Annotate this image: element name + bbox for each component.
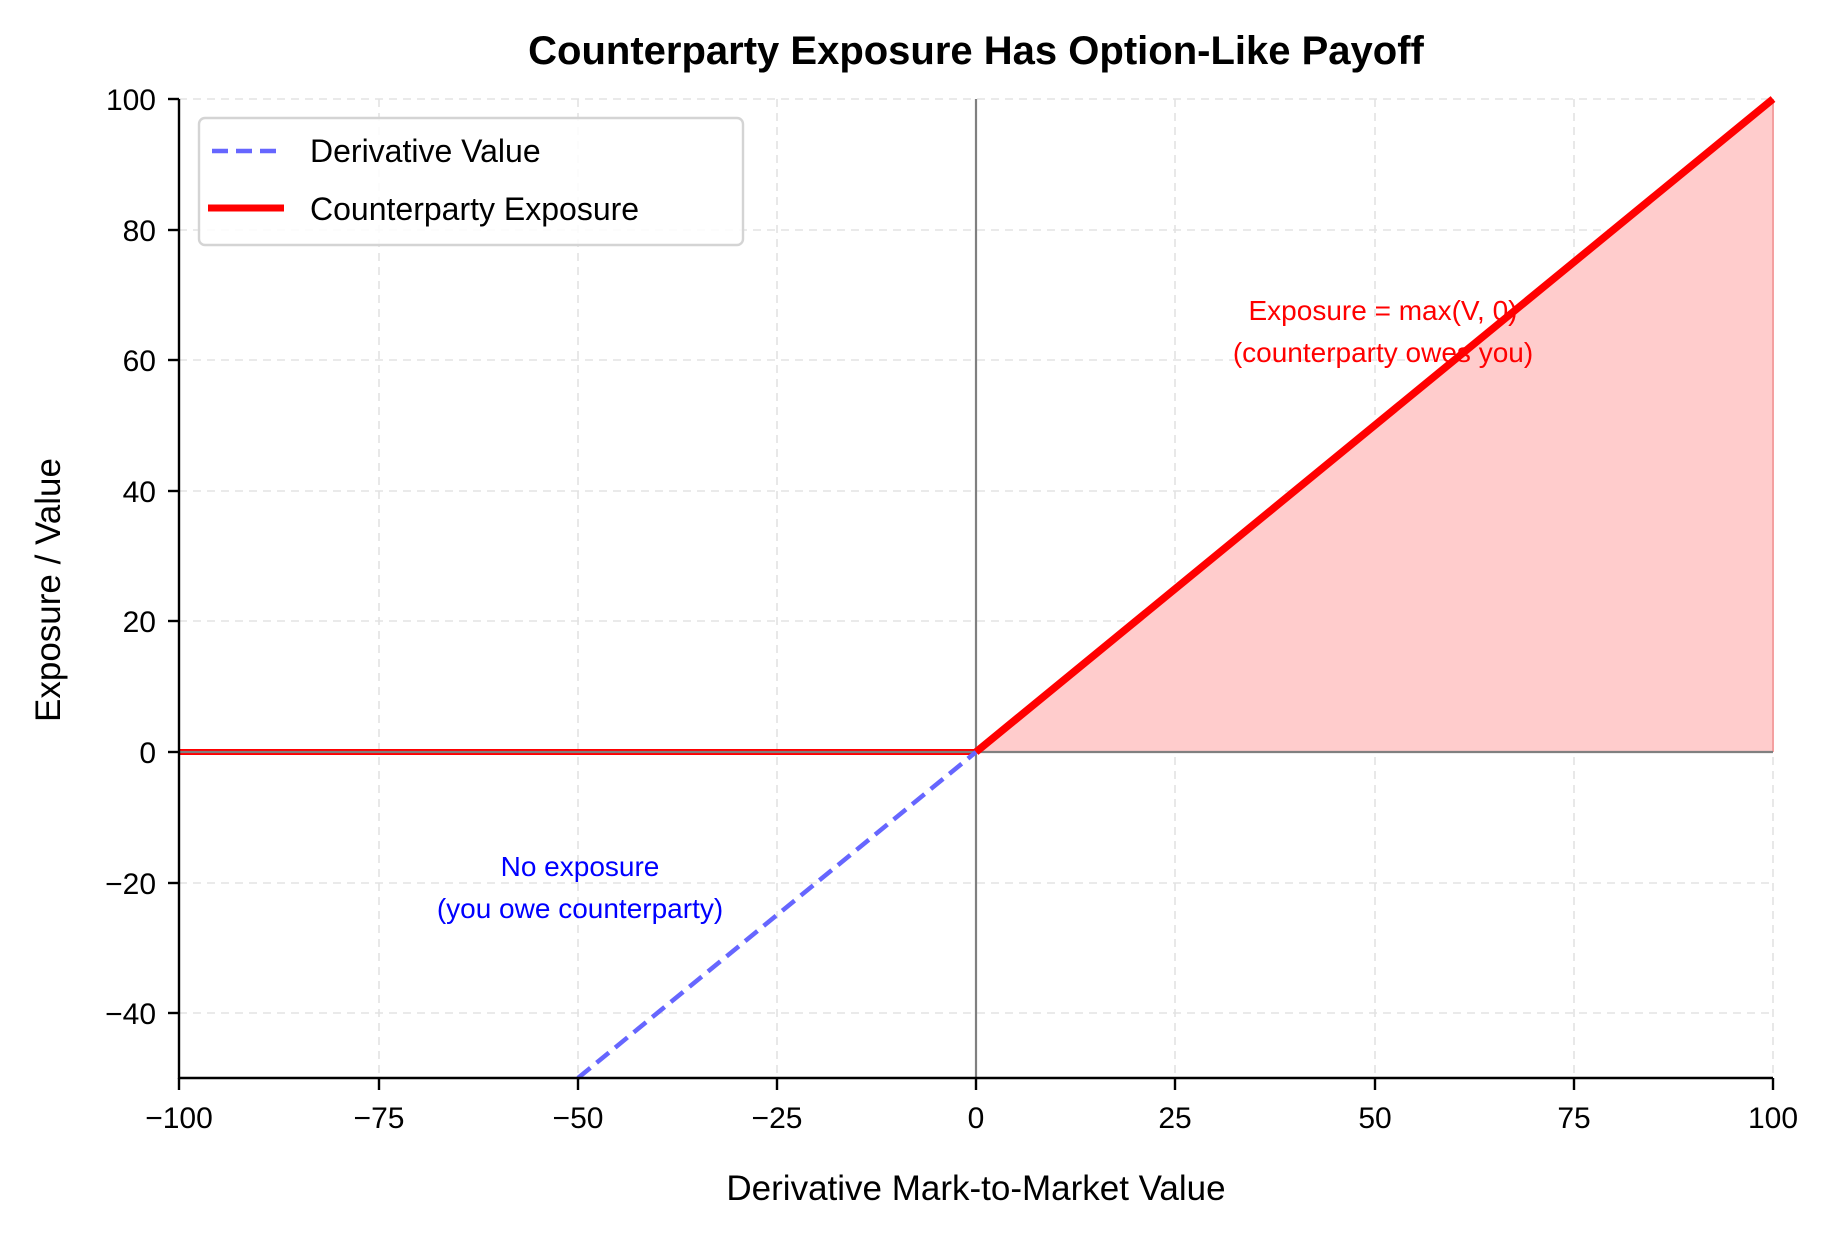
y-tick-label: 20 <box>123 606 156 639</box>
x-tick-label: 0 <box>968 1102 985 1135</box>
y-tick-label: 60 <box>123 345 156 378</box>
y-axis-label: Exposure / Value <box>29 458 68 722</box>
chart-title: Counterparty Exposure Has Option-Like Pa… <box>528 29 1424 73</box>
x-tick-label: 25 <box>1158 1102 1191 1135</box>
x-tick-label: −50 <box>553 1102 604 1135</box>
annotation-exposure: Exposure = max(V, 0) (counterparty owes … <box>1233 295 1533 368</box>
x-tick-label: 100 <box>1748 1102 1798 1135</box>
y-tick-label: 40 <box>123 476 156 509</box>
annotation-exposure-line1: Exposure = max(V, 0) <box>1249 295 1518 326</box>
x-axis-label: Derivative Mark-to-Market Value <box>726 1169 1225 1208</box>
x-tick-label: −75 <box>354 1102 405 1135</box>
y-tick-label: 80 <box>123 215 156 248</box>
y-tick-labels: −40 −20 0 20 40 60 80 100 <box>105 84 156 1031</box>
y-tick-label: 100 <box>106 84 156 117</box>
x-tick-label: −25 <box>752 1102 803 1135</box>
x-tick-label: 75 <box>1557 1102 1590 1135</box>
y-tick-label: 0 <box>139 737 156 770</box>
legend-label-derivative-value: Derivative Value <box>310 133 541 169</box>
derivative-value-line <box>576 750 978 1080</box>
legend: Derivative Value Counterparty Exposure <box>197 116 745 247</box>
grid <box>179 98 1774 1078</box>
annotation-no-exposure: No exposure (you owe counterparty) <box>437 851 723 924</box>
annotation-no-exposure-line1: No exposure <box>501 851 660 882</box>
y-ticks <box>168 97 179 1015</box>
x-ticks <box>177 1078 1775 1090</box>
y-tick-label: −20 <box>105 868 156 901</box>
exposure-line-rising <box>973 96 1776 755</box>
x-tick-label: −100 <box>145 1102 213 1135</box>
annotation-exposure-line2: (counterparty owes you) <box>1233 337 1533 368</box>
legend-label-counterparty-exposure: Counterparty Exposure <box>310 191 639 227</box>
x-tick-label: 50 <box>1358 1102 1391 1135</box>
annotation-no-exposure-line2: (you owe counterparty) <box>437 893 723 924</box>
legend-box <box>197 116 745 247</box>
y-tick-label: −40 <box>105 998 156 1031</box>
x-tick-labels: −100 −75 −50 −25 0 25 50 75 100 <box>145 1102 1798 1135</box>
